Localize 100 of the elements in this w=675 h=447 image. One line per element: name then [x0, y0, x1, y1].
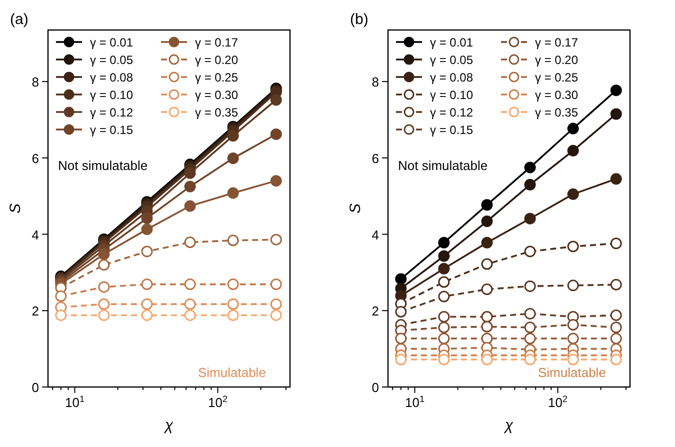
point — [438, 290, 450, 302]
legend-label: γ = 0.08 — [90, 70, 134, 84]
point — [55, 309, 67, 321]
point — [438, 332, 450, 344]
point — [438, 262, 450, 274]
legend-label: γ = 0.25 — [535, 70, 578, 84]
legend-label: γ = 0.05 — [430, 53, 474, 67]
point — [227, 309, 239, 321]
legend-label: γ = 0.15 — [430, 123, 474, 137]
point — [567, 319, 579, 331]
point — [141, 224, 153, 236]
legend-label: γ = 0.25 — [195, 70, 238, 84]
y-tick-label: 0 — [32, 380, 39, 395]
point — [610, 322, 622, 334]
point — [438, 322, 450, 334]
point — [481, 284, 493, 296]
point — [524, 308, 536, 320]
legend-label: γ = 0.17 — [535, 36, 578, 50]
legend-label: γ = 0.20 — [535, 53, 578, 67]
point — [227, 130, 239, 142]
legend-label: γ = 0.10 — [430, 88, 474, 102]
point — [524, 178, 536, 190]
chart-title: (a) — [10, 11, 28, 28]
y-tick-label: 8 — [32, 74, 39, 90]
y-axis-title: S — [347, 203, 364, 214]
y-tick-label: 4 — [372, 227, 379, 242]
legend-label: γ = 0.30 — [195, 88, 238, 102]
point — [524, 280, 536, 292]
y-tick-label: 4 — [32, 227, 39, 242]
point — [227, 278, 239, 290]
point — [227, 298, 239, 310]
point — [395, 273, 407, 285]
x-tick-label: 10$^{2}$ — [548, 394, 568, 410]
point — [270, 309, 282, 321]
point — [270, 278, 282, 290]
legend-label: γ = 0.05 — [90, 53, 134, 67]
point — [270, 128, 282, 140]
y-tick-label: 8 — [372, 74, 379, 90]
point — [227, 234, 239, 246]
point — [567, 332, 579, 344]
point — [438, 250, 450, 262]
point — [438, 310, 450, 322]
x-axis-title: χ — [502, 417, 514, 434]
point — [610, 309, 622, 321]
y-tick-label: 6 — [372, 150, 379, 166]
point — [567, 122, 579, 134]
y-axis-title: S — [7, 203, 24, 214]
point — [567, 188, 579, 200]
legend-label: γ = 0.17 — [195, 36, 238, 50]
legend-label: γ = 0.12 — [90, 106, 134, 120]
legend-label: γ = 0.30 — [535, 88, 578, 102]
y-tick-label: 6 — [32, 150, 39, 166]
legend-label: γ = 0.10 — [90, 88, 134, 102]
point — [227, 152, 239, 164]
point — [610, 278, 622, 290]
legend-label: γ = 0.12 — [430, 106, 474, 120]
point — [98, 248, 110, 260]
annotation: Simulatable — [538, 365, 606, 380]
point — [395, 354, 407, 366]
y-tick-label: 2 — [372, 304, 379, 319]
point — [438, 236, 450, 248]
point — [481, 354, 493, 366]
point — [98, 298, 110, 310]
legend-label: γ = 0.35 — [535, 106, 578, 120]
point — [227, 187, 239, 199]
point — [184, 200, 196, 212]
point — [610, 108, 622, 120]
point — [524, 162, 536, 174]
point — [481, 320, 493, 332]
point — [98, 309, 110, 321]
x-axis-title: χ — [162, 417, 174, 434]
annotation: Not simulatable — [398, 158, 488, 173]
point — [395, 306, 407, 318]
point — [55, 290, 67, 302]
point — [481, 199, 493, 211]
point — [481, 216, 493, 228]
point — [567, 354, 579, 366]
point — [481, 332, 493, 344]
point — [184, 278, 196, 290]
point — [270, 94, 282, 106]
point — [270, 234, 282, 246]
point — [567, 280, 579, 292]
point — [98, 281, 110, 293]
point — [438, 276, 450, 288]
x-tick-label: 10$^{1}$ — [64, 394, 85, 410]
point — [141, 298, 153, 310]
annotation: Simulatable — [198, 365, 266, 380]
point — [270, 175, 282, 187]
point — [524, 332, 536, 344]
point — [610, 332, 622, 344]
legend-label: γ = 0.01 — [90, 36, 134, 50]
chart-title: (b) — [350, 11, 368, 28]
x-tick-label: 10$^{2}$ — [208, 394, 228, 410]
y-tick-label: 0 — [372, 380, 379, 395]
point — [184, 298, 196, 310]
point — [141, 278, 153, 290]
point — [524, 246, 536, 258]
point — [141, 212, 153, 224]
point — [610, 84, 622, 96]
point — [481, 258, 493, 270]
